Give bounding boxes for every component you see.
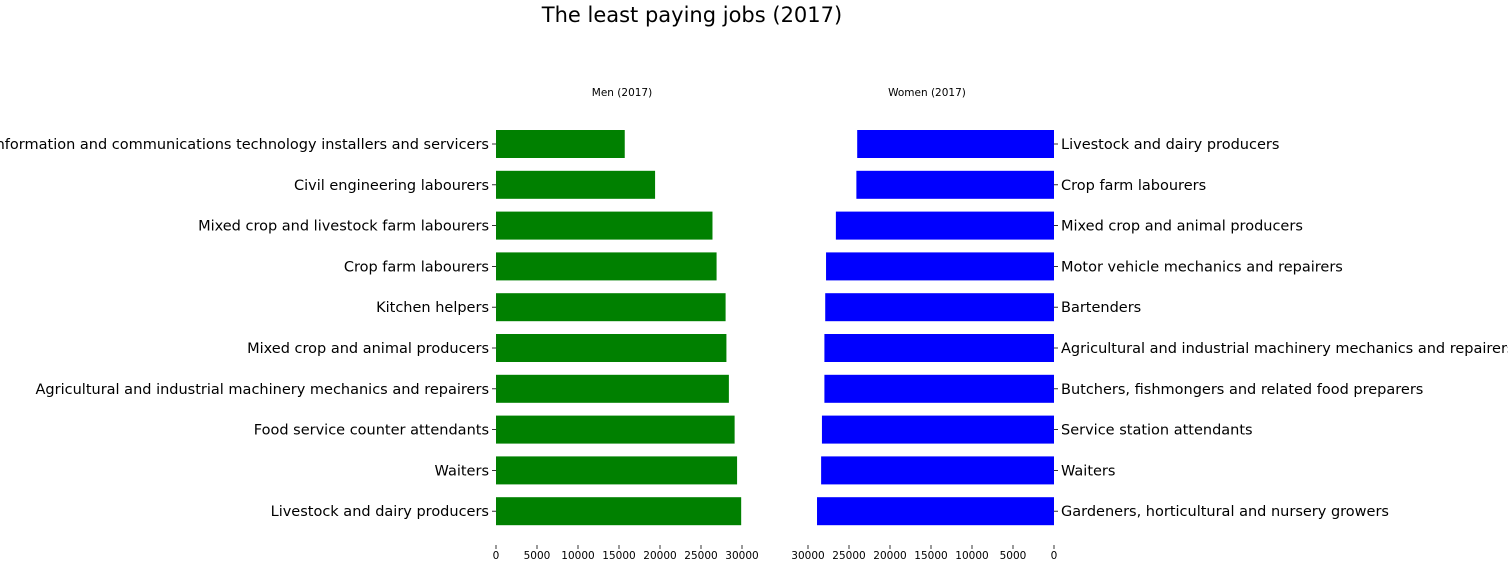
men-bar-1	[496, 170, 656, 199]
women-bar-5	[824, 334, 1054, 362]
women-category-label-7: Service station attendants	[1061, 423, 1253, 439]
men-x-tick-label-6: 30000	[725, 550, 758, 562]
women-bar-7	[821, 415, 1054, 444]
women-category-label-3: Motor vehicle mechanics and repairers	[1061, 259, 1343, 275]
women-bar-6	[824, 374, 1054, 403]
women-x-tick-label-6: 30000	[791, 550, 824, 562]
women-x-tick-label-5: 25000	[832, 550, 865, 562]
women-panel: Women (2017) Livestock and dairy producer…	[791, 87, 1508, 562]
women-bar-2	[835, 211, 1054, 240]
men-category-label-6: Agricultural and industrial machinery me…	[36, 382, 489, 398]
women-category-label-5: Agricultural and industrial machinery me…	[1061, 341, 1508, 357]
men-bar-9	[496, 497, 742, 526]
women-category-label-6: Butchers, fishmongers and related food p…	[1061, 382, 1423, 398]
women-category-label-2: Mixed crop and animal producers	[1061, 219, 1303, 235]
men-x-tick-label-4: 20000	[643, 550, 676, 562]
women-bar-0	[857, 130, 1054, 158]
men-x-tick-label-3: 15000	[602, 550, 635, 562]
men-category-label-4: Kitchen helpers	[376, 300, 489, 316]
women-category-label-4: Bartenders	[1061, 300, 1141, 316]
men-category-label-5: Mixed crop and animal producers	[247, 341, 489, 357]
men-category-label-0: Information and communications technolog…	[0, 137, 489, 153]
men-panel-title: Men (2017)	[592, 87, 652, 99]
women-category-label-9: Gardeners, horticultural and nursery gro…	[1061, 504, 1389, 520]
men-category-label-2: Mixed crop and livestock farm labourers	[198, 219, 489, 235]
men-category-label-7: Food service counter attendants	[254, 423, 489, 439]
women-x-tick-label-4: 20000	[873, 550, 906, 562]
men-bar-2	[496, 211, 713, 240]
women-category-label-1: Crop farm labourers	[1061, 178, 1206, 194]
women-bar-1	[856, 170, 1054, 199]
men-category-label-9: Livestock and dairy producers	[271, 504, 489, 520]
men-x-tick-label-5: 25000	[684, 550, 717, 562]
women-bar-8	[821, 456, 1054, 485]
men-bar-6	[496, 374, 729, 403]
men-category-label-8: Waiters	[435, 463, 489, 479]
men-bar-5	[496, 334, 727, 362]
men-bar-3	[496, 252, 717, 281]
women-bar-3	[826, 252, 1054, 281]
women-x-tick-label-3: 15000	[914, 550, 947, 562]
men-bar-7	[496, 415, 735, 444]
men-category-label-3: Crop farm labourers	[344, 259, 489, 275]
men-x-tick-label-1: 5000	[524, 550, 551, 562]
men-x-tick-label-0: 0	[493, 550, 500, 562]
women-bar-9	[817, 497, 1054, 526]
men-bar-8	[496, 456, 738, 485]
women-bar-4	[825, 293, 1054, 322]
men-panel: Men (2017) Information and communications…	[0, 87, 759, 562]
chart-title: The least paying jobs (2017)	[541, 3, 842, 27]
women-x-tick-label-2: 10000	[955, 550, 988, 562]
women-panel-title: Women (2017)	[888, 87, 966, 99]
women-category-label-8: Waiters	[1061, 463, 1115, 479]
women-category-label-0: Livestock and dairy producers	[1061, 137, 1279, 153]
women-x-tick-label-1: 5000	[1000, 550, 1027, 562]
women-x-tick-label-0: 0	[1051, 550, 1058, 562]
men-bar-4	[496, 293, 726, 322]
men-category-label-1: Civil engineering labourers	[294, 178, 489, 194]
men-bar-0	[496, 130, 625, 158]
men-x-tick-label-2: 10000	[561, 550, 594, 562]
